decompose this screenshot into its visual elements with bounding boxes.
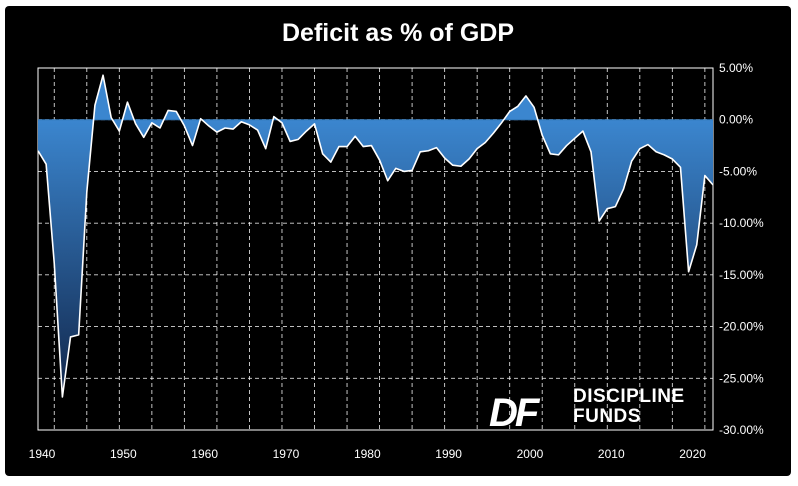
y-tick-label: -30.00% [719, 423, 764, 437]
logo-mark: DF [489, 391, 541, 435]
y-tick-label: -20.00% [719, 320, 764, 334]
x-axis-ticks: 1940 1950 1960 1970 1980 1990 2000 2010 2020 [29, 447, 707, 461]
deficit-area-fill [38, 75, 713, 397]
y-axis-ticks: 5.00% 0.00% -5.00% -10.00% -15.00% -20.00% -25… [719, 61, 764, 437]
logo-line1: DISCIPLINE [573, 386, 685, 407]
logo-line2: FUNDS [573, 406, 641, 427]
chart-panel: Deficit as % of GDP 1940 1950 1960 1970 1980… [5, 6, 791, 476]
y-tick-label: 5.00% [719, 61, 753, 75]
y-tick-label: -5.00% [719, 164, 757, 178]
chart-title: Deficit as % of GDP [282, 19, 514, 47]
x-tick-label: 1950 [110, 447, 137, 461]
y-tick-label: 0.00% [719, 113, 753, 127]
x-tick-label: 1990 [435, 447, 462, 461]
y-tick-label: -10.00% [719, 216, 764, 230]
deficit-line [37, 74, 714, 398]
y-tick-label: -15.00% [719, 268, 764, 282]
x-tick-label: 2000 [517, 447, 544, 461]
chart-svg: Deficit as % of GDP 1940 1950 1960 1970 1980… [29, 19, 764, 461]
discipline-funds-logo: DF DISCIPLINE FUNDS [489, 386, 685, 435]
grid-lines [38, 67, 713, 430]
x-tick-label: 1980 [354, 447, 381, 461]
y-tick-label: -25.00% [719, 371, 764, 385]
x-tick-label: 1940 [29, 447, 56, 461]
x-tick-label: 1960 [191, 447, 218, 461]
area-layer [37, 74, 714, 398]
x-tick-label: 2020 [679, 447, 706, 461]
x-tick-label: 1970 [273, 447, 300, 461]
x-tick-label: 2010 [598, 447, 625, 461]
